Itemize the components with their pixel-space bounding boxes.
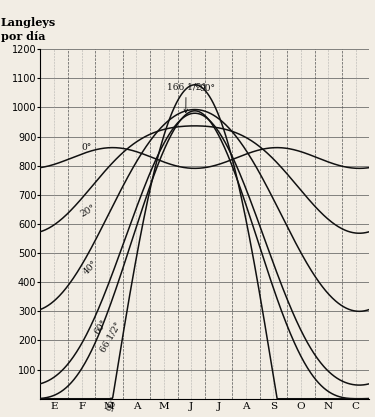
Text: 90°: 90°: [194, 84, 216, 93]
Text: 90°: 90°: [106, 394, 120, 412]
Text: 40°: 40°: [81, 259, 99, 276]
Text: Langleys
por día: Langleys por día: [1, 18, 56, 42]
Text: 20°: 20°: [79, 203, 97, 219]
Text: 166 1/2°: 166 1/2°: [166, 83, 206, 113]
Text: 60°: 60°: [93, 318, 109, 336]
Text: 66 1/2°: 66 1/2°: [98, 321, 122, 354]
Text: 0°: 0°: [81, 143, 92, 152]
